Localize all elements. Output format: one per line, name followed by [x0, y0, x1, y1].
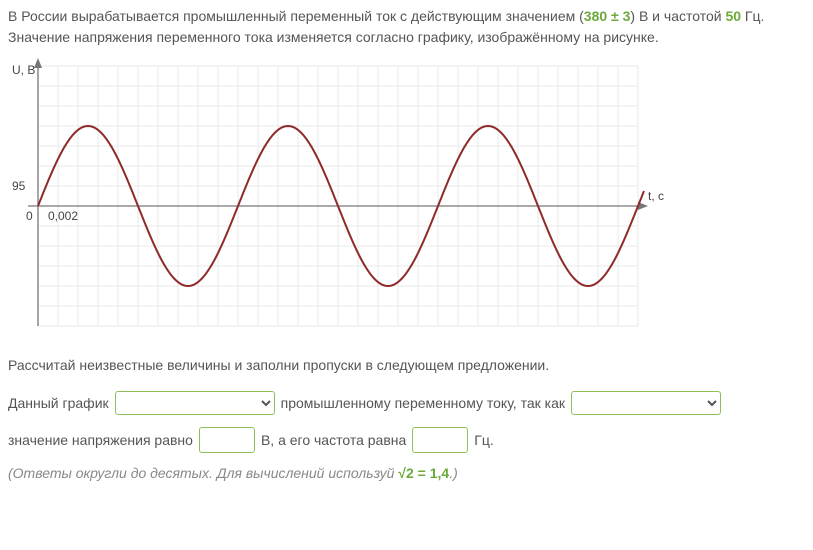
answer-line-2: значение напряжения равно В, а его часто… [8, 427, 805, 453]
answer-text-3: значение напряжения равно [8, 432, 193, 448]
x-tick-label: 0,002 [48, 209, 78, 223]
unit-hz: Гц. [474, 432, 494, 448]
answer-text-2: промышленному переменному току, так как [281, 395, 565, 411]
hint-after: .) [449, 465, 458, 481]
hint-sqrt: √2 = 1,4 [398, 465, 449, 481]
answer-line-1: Данный график промышленному переменному … [8, 391, 805, 415]
y-tick-label: 95 [12, 179, 26, 193]
instruction-text: Рассчитай неизвестные величины и заполни… [8, 357, 805, 373]
match-select[interactable] [115, 391, 275, 415]
voltage-chart: U, В t, с 0 0,002 95 [8, 56, 805, 339]
hint-text: (Ответы округли до десятых. Для вычислен… [8, 465, 805, 481]
reason-select[interactable] [571, 391, 721, 415]
chart-svg: U, В t, с 0 0,002 95 [8, 56, 668, 336]
answer-text-1: Данный график [8, 395, 109, 411]
problem-text-2: ) В и частотой [630, 8, 725, 24]
voltage-input[interactable] [199, 427, 255, 453]
unit-v: В, а его частота равна [261, 432, 406, 448]
frequency-input[interactable] [412, 427, 468, 453]
problem-text-1: В России вырабатывается промышленный пер… [8, 8, 584, 24]
origin-label: 0 [26, 209, 33, 223]
x-axis-label: t, с [648, 189, 664, 203]
rms-value: 380 ± 3 [584, 8, 631, 24]
chart-grid [38, 66, 638, 326]
hint-before: (Ответы округли до десятых. Для вычислен… [8, 465, 398, 481]
freq-value: 50 [725, 8, 741, 24]
y-axis-label: U, В [12, 63, 35, 77]
problem-statement: В России вырабатывается промышленный пер… [8, 6, 805, 48]
